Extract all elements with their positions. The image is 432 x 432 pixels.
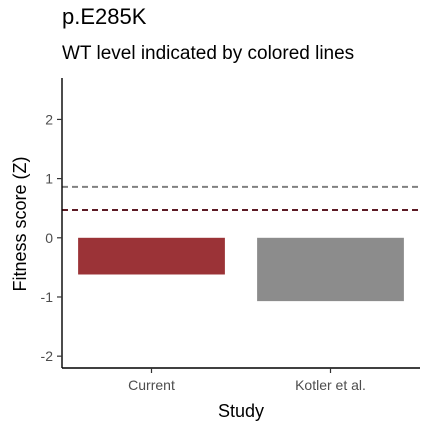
x-tick-label: Current bbox=[128, 377, 175, 393]
y-tick-label: -1 bbox=[41, 289, 54, 305]
y-tick-label: 0 bbox=[45, 230, 53, 246]
y-tick-label: 1 bbox=[45, 171, 53, 187]
bar bbox=[257, 237, 404, 302]
bar bbox=[78, 237, 225, 275]
x-axis-title: Study bbox=[218, 401, 264, 421]
chart-subtitle: WT level indicated by colored lines bbox=[62, 43, 355, 64]
y-tick-label: -2 bbox=[41, 348, 54, 364]
chart-title: p.E285K bbox=[62, 4, 147, 29]
y-tick-label: 2 bbox=[45, 111, 53, 127]
x-tick-label: Kotler et al. bbox=[295, 377, 366, 393]
y-axis-title: Fitness score (Z) bbox=[10, 156, 30, 291]
